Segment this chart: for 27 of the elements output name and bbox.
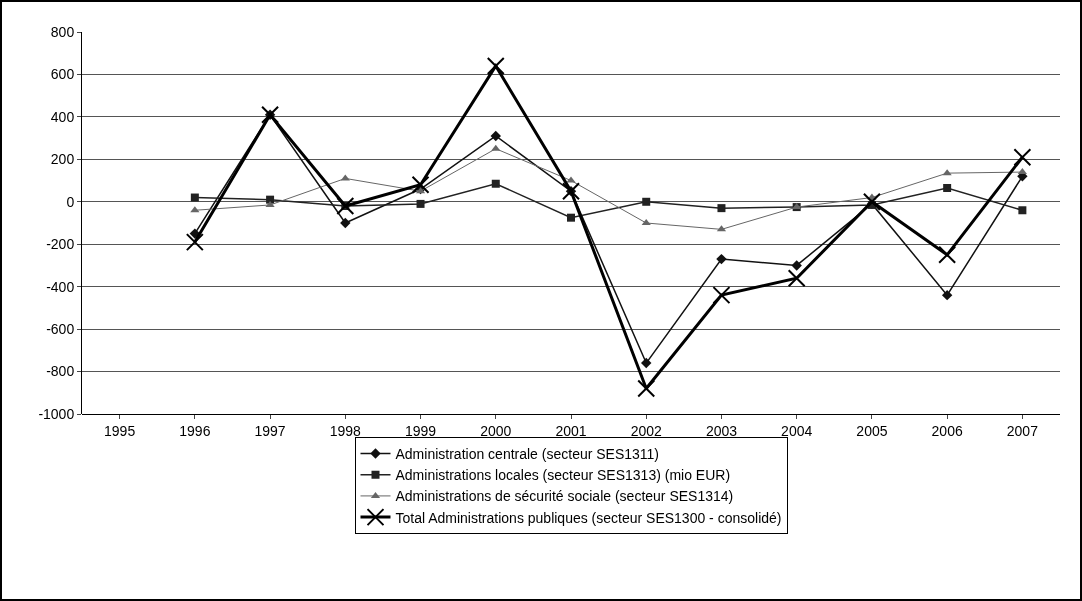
y-tick-label: -200 — [46, 236, 75, 253]
y-tick-label: 800 — [50, 23, 75, 40]
legend-label: Administration centrale (secteur SES1311) — [395, 445, 660, 462]
y-tick-label: 200 — [50, 151, 75, 168]
x-tick-label: 2002 — [630, 422, 663, 439]
x-tick-label: 1997 — [254, 422, 286, 439]
x-tick-label: 1999 — [404, 422, 437, 439]
x-tick-label: 1995 — [104, 422, 136, 439]
x-tick-label: 2003 — [705, 422, 738, 439]
legend-label: Total Administrations publiques (secteur SES1300 - consolidé) — [395, 509, 782, 526]
y-tick-label: 400 — [50, 108, 75, 125]
legend-label: Administrations de sécurité sociale (secteur SES1314) — [395, 488, 734, 505]
y-tick-label: -600 — [46, 321, 75, 338]
x-tick-label: 1998 — [329, 422, 362, 439]
y-tick-label: -800 — [46, 363, 75, 380]
legend-label: Administrations locales (secteur SES1313) (mio EUR) — [395, 467, 731, 484]
y-tick-label: -1000 — [38, 405, 75, 422]
x-tick-label: 1996 — [179, 422, 211, 439]
x-tick-label: 2006 — [931, 422, 963, 439]
x-tick-label: 2004 — [781, 422, 813, 439]
x-tick-label: 2007 — [1006, 422, 1039, 439]
x-tick-label: 2000 — [480, 422, 512, 439]
y-tick-label: 600 — [50, 66, 75, 83]
x-tick-label: 2005 — [856, 422, 888, 439]
y-tick-label: -400 — [46, 278, 75, 295]
y-tick-label: 0 — [66, 193, 75, 210]
x-tick-label: 2001 — [555, 422, 587, 439]
